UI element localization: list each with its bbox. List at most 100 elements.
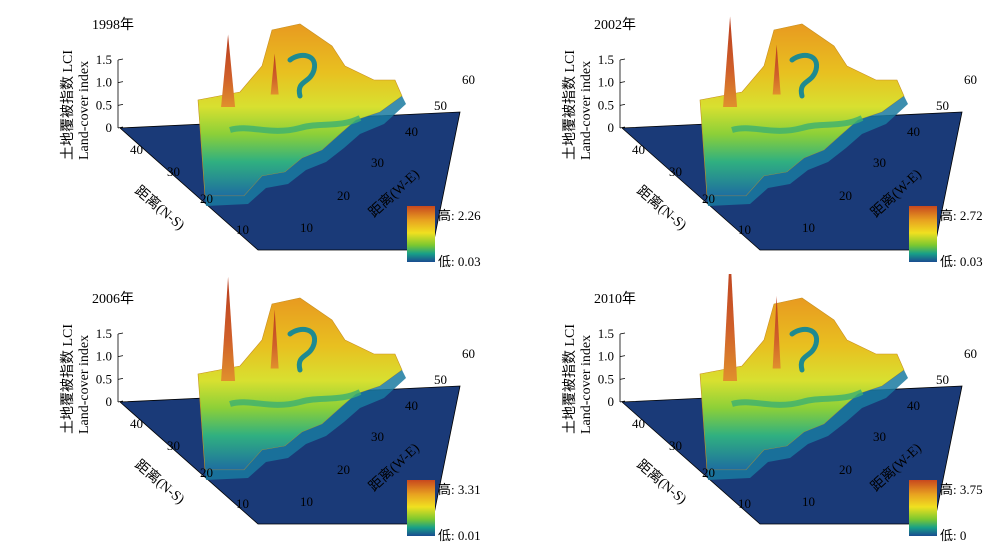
colorbar (909, 206, 937, 262)
y-axis-title: 距离(N-S) (633, 456, 690, 508)
z-tick-label: 1.5 (96, 52, 112, 67)
z-tick-mark (117, 81, 124, 84)
colorbar (407, 206, 435, 262)
z-tick-mark (619, 355, 626, 358)
y-tick-label: 40 (632, 142, 645, 157)
surface-front-skirt (205, 370, 406, 480)
colorbar-low-label: 低: 0 (940, 528, 967, 543)
colorbar-high-label: 高: 2.26 (438, 208, 481, 223)
colorbar (909, 480, 937, 536)
chart-panel-1998: 0 0.5 1.0 1.5 土地覆被指数 LCI Land-cover index 10 20… (0, 0, 502, 274)
chart-title: 2010年 (594, 292, 636, 307)
x-tick-label: 10 (300, 220, 313, 235)
chart-panel-2010: 0 0.5 1.0 1.5 土地覆被指数 LCI Land-cover index 10 20… (502, 274, 1004, 548)
z-axis-title-cn: 土地覆被指数 LCI (562, 324, 578, 434)
z-tick-mark (117, 355, 124, 358)
peak-spike (723, 274, 738, 382)
x-tick-label: 30 (873, 429, 886, 444)
z-tick-mark (619, 126, 626, 129)
z-tick-label: 1.5 (598, 326, 614, 341)
z-tick-mark (117, 126, 124, 129)
y-tick-label: 20 (702, 191, 715, 206)
z-tick-label: 1.0 (598, 75, 614, 90)
x-tick-label: 20 (337, 462, 350, 477)
surface-valley (287, 326, 318, 373)
y-tick-label: 20 (702, 465, 715, 480)
z-axis-title-en: Land-cover index (579, 335, 594, 434)
x-tick-label: 40 (405, 398, 418, 413)
y-tick-label: 10 (738, 222, 751, 237)
z-tick-label: 0.5 (598, 371, 614, 386)
land-surface (699, 297, 905, 471)
z-tick-label: 0 (608, 120, 615, 135)
surface-front-skirt (205, 96, 406, 206)
land-surface (197, 297, 403, 471)
x-tick-label: 40 (405, 124, 418, 139)
y-tick-label: 40 (130, 416, 143, 431)
surface-front-skirt (707, 370, 908, 480)
z-tick-label: 0.5 (598, 97, 614, 112)
y-tick-label: 20 (200, 191, 213, 206)
chart-title: 1998年 (92, 18, 134, 33)
y-axis-title: 距离(N-S) (131, 456, 188, 508)
peak-spike (270, 309, 279, 369)
surface-band (731, 389, 864, 408)
z-axis-title-cn: 土地覆被指数 LCI (60, 324, 76, 434)
z-tick-label: 1.0 (598, 349, 614, 364)
x-tick-label: 40 (907, 398, 920, 413)
z-tick-mark (117, 377, 124, 380)
surface-valley (287, 52, 318, 99)
x-tick-label: 30 (371, 429, 384, 444)
z-tick-mark (619, 58, 626, 61)
peak-spike (723, 16, 738, 108)
x-tick-label: 50 (936, 98, 949, 113)
surface-plot: 0 0.5 1.0 1.5 土地覆被指数 LCI Land-cover index 10 20… (562, 16, 977, 251)
z-axis-title-cn: 土地覆被指数 LCI (562, 50, 578, 160)
y-tick-label: 10 (236, 222, 249, 237)
colorbar-low-label: 低: 0.01 (438, 528, 481, 543)
x-tick-label: 50 (434, 372, 447, 387)
z-tick-mark (619, 332, 626, 335)
x-tick-label: 40 (907, 124, 920, 139)
y-tick-label: 10 (738, 496, 751, 511)
z-tick-mark (619, 81, 626, 84)
x-tick-label: 20 (839, 462, 852, 477)
peak-spike (221, 276, 236, 382)
x-tick-label: 60 (462, 72, 475, 87)
chart-panel-2002: 0 0.5 1.0 1.5 土地覆被指数 LCI Land-cover index 10 20… (502, 0, 1004, 274)
z-tick-label: 0.5 (96, 97, 112, 112)
y-tick-label: 20 (200, 465, 213, 480)
x-tick-label: 30 (371, 155, 384, 170)
y-axis-title: 距离(N-S) (131, 182, 188, 234)
z-tick-label: 0 (608, 394, 615, 409)
y-tick-label: 30 (669, 438, 682, 453)
x-tick-label: 20 (337, 188, 350, 203)
colorbar-low-label: 低: 0.03 (438, 254, 481, 269)
peak-spike (270, 53, 279, 95)
z-tick-label: 0.5 (96, 371, 112, 386)
z-tick-mark (117, 400, 124, 403)
z-tick-mark (619, 103, 626, 106)
surface-plot: 0 0.5 1.0 1.5 土地覆被指数 LCI Land-cover index 10 20… (562, 274, 977, 525)
surface-front-skirt (707, 96, 908, 206)
chart-panel-2006: 0 0.5 1.0 1.5 土地覆被指数 LCI Land-cover index 10 20… (0, 274, 502, 548)
y-tick-label: 10 (236, 496, 249, 511)
y-tick-label: 30 (167, 164, 180, 179)
y-tick-label: 30 (669, 164, 682, 179)
colorbar-high-label: 高: 2.72 (940, 208, 983, 223)
y-tick-label: 40 (130, 142, 143, 157)
z-axis-title-cn: 土地覆被指数 LCI (60, 50, 76, 160)
z-axis-title-en: Land-cover index (579, 61, 594, 160)
z-tick-mark (117, 58, 124, 61)
x-tick-label: 60 (462, 346, 475, 361)
y-axis-title: 距离(N-S) (633, 182, 690, 234)
surface-valley (789, 52, 820, 99)
x-tick-label: 10 (802, 494, 815, 509)
colorbar (407, 480, 435, 536)
surface-plot: 0 0.5 1.0 1.5 土地覆被指数 LCI Land-cover index 10 20… (60, 23, 475, 251)
colorbar-low-label: 低: 0.03 (940, 254, 983, 269)
z-tick-label: 0 (106, 394, 113, 409)
x-tick-label: 30 (873, 155, 886, 170)
surface-band (229, 115, 362, 134)
z-tick-label: 1.5 (598, 52, 614, 67)
